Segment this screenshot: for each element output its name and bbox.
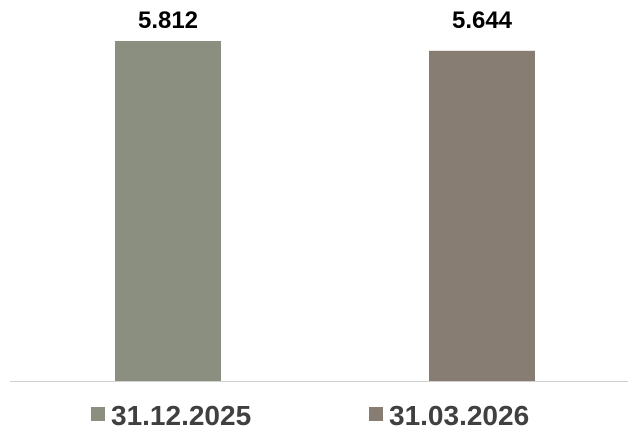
legend-label-1: 31.12.2025: [111, 400, 251, 431]
legend-marker-2: [369, 407, 383, 421]
legend-label-2: 31.03.2026: [389, 400, 529, 431]
bar-1: [115, 40, 221, 382]
data-label-1: 5.812: [138, 7, 198, 34]
data-label-2: 5.644: [452, 7, 513, 34]
legend-marker-1: [91, 407, 105, 421]
bar-2: [429, 50, 535, 382]
